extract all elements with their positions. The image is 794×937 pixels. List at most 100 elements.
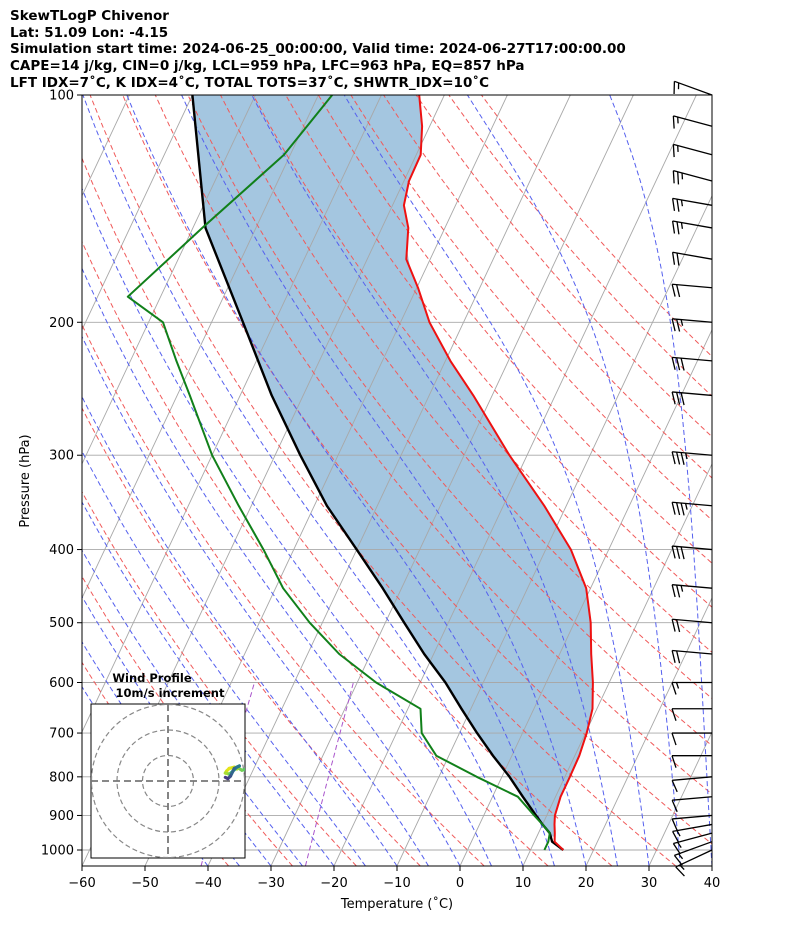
dry-adiabat-line <box>82 240 549 866</box>
wind-barb-half-flag <box>680 199 684 207</box>
wind-barb-flag <box>671 799 678 813</box>
x-tick-label: −60 <box>68 876 95 891</box>
wind-barb-staff <box>673 143 713 156</box>
wind-barb <box>671 814 713 831</box>
wind-barb-flag <box>676 584 681 598</box>
x-tick-label: −50 <box>131 876 158 891</box>
wind-barb <box>672 170 713 185</box>
wind-barb <box>671 545 713 560</box>
x-tick-label: −10 <box>383 876 410 891</box>
wind-barb-staff <box>672 618 713 624</box>
wind-barb-flag <box>671 502 676 515</box>
chart-header: SkewTLogP Chivenor Lat: 51.09 Lon: -4.15… <box>10 8 626 92</box>
wind-barb-half-flag <box>675 682 680 689</box>
mixing-ratio-line <box>304 682 354 866</box>
x-tick-label: −30 <box>257 876 284 891</box>
wind-barb-flag <box>672 144 675 158</box>
wind-barb <box>672 823 713 843</box>
moist-adiabat-line <box>181 95 587 866</box>
wind-barb-staff <box>672 197 713 206</box>
cape-shading <box>192 95 593 837</box>
wind-barb-flag <box>671 584 676 598</box>
wind-barb <box>672 115 713 129</box>
wind-barb-flag <box>680 502 685 516</box>
moist-adiabat-line <box>82 395 398 866</box>
wind-barb <box>672 832 713 855</box>
dry-adiabat-line <box>82 323 485 866</box>
moist-adiabat-line <box>82 187 492 866</box>
wind-barb <box>671 220 713 235</box>
isotherm-line <box>333 95 697 866</box>
wind-barb-flag <box>671 391 676 405</box>
moist-adiabat-line <box>82 267 461 866</box>
hodograph-inset: Wind Profile 10m/s increment <box>90 671 246 859</box>
stability-indices-line: CAPE=14 j/kg, CIN=0 j/kg, LCL=959 hPa, L… <box>10 58 525 75</box>
wind-barb-flag <box>672 843 681 855</box>
wind-barb <box>671 451 713 465</box>
dry-adiabat-line <box>82 575 293 866</box>
moist-adiabat-line <box>82 450 366 866</box>
hodograph-trace-segment <box>223 775 230 781</box>
wind-barb <box>671 755 712 768</box>
wind-barb-staff <box>672 391 713 397</box>
wind-barb-staff <box>674 841 713 856</box>
wind-barb-half-flag <box>676 830 681 837</box>
wind-barb-flag <box>676 451 681 465</box>
wind-barb-flag <box>676 650 681 664</box>
hodograph-trace-segment <box>244 767 245 771</box>
dry-adiabat-line <box>82 490 357 866</box>
wind-barb-half-flag <box>680 319 684 326</box>
wind-barb-staff <box>672 318 713 323</box>
wind-barb-flag <box>671 650 676 663</box>
wind-barb-flag <box>671 619 676 632</box>
isotherm-line <box>0 95 3 866</box>
wind-barb-flag <box>671 708 677 721</box>
wind-barb-staff <box>672 356 713 362</box>
chart-title: SkewTLogP Chivenor <box>10 8 169 24</box>
wind-barb-staff <box>674 80 713 96</box>
moist-adiabat-line <box>82 335 429 866</box>
wind-barb <box>671 618 713 633</box>
wind-barb <box>672 143 713 158</box>
y-tick-label: 600 <box>49 676 74 691</box>
x-tick-label: 40 <box>704 876 721 891</box>
y-axis-ticks: 100 200 300 400 500 600 700 800 900 1000 <box>41 89 82 859</box>
y-axis-label: Pressure (hPa) <box>18 434 33 527</box>
wind-barb-staff <box>673 832 713 845</box>
sounding-profiles <box>126 95 594 851</box>
wind-barb <box>671 708 712 721</box>
wind-barb-flag <box>680 452 685 465</box>
x-tick-label: 30 <box>641 876 658 891</box>
wind-barb-staff <box>672 649 713 655</box>
wind-barb <box>671 391 713 406</box>
wind-barb-half-flag <box>684 452 688 460</box>
wind-barb-flag <box>672 115 675 129</box>
dewpoint-line <box>126 95 551 851</box>
wind-barb-staff <box>672 251 713 260</box>
y-tick-label: 700 <box>49 727 74 742</box>
wind-barb <box>671 584 713 598</box>
moist-adiabat-line <box>251 95 618 866</box>
dry-adiabat-line <box>154 95 712 795</box>
x-tick-label: −40 <box>194 876 221 891</box>
wind-barb-flag <box>671 318 676 332</box>
wind-barb-flag <box>676 357 681 371</box>
moist-adiabat-line <box>82 95 524 866</box>
dry-adiabat-line <box>383 95 712 479</box>
wind-barb <box>671 649 713 664</box>
wind-barb-staff <box>672 814 713 820</box>
moist-adiabat-line <box>343 95 650 866</box>
wind-barb <box>671 197 713 212</box>
wind-barb <box>673 80 713 96</box>
wind-barb-flag <box>671 755 677 768</box>
isotherm-line <box>82 95 382 734</box>
wind-barb <box>673 841 713 866</box>
y-tick-label: 800 <box>49 770 74 785</box>
wind-barb-staff <box>672 584 713 589</box>
wind-barb-flag <box>680 358 685 371</box>
x-tick-label: 10 <box>515 876 532 891</box>
hodograph-ring <box>91 704 245 858</box>
wind-barb-flag <box>671 780 678 793</box>
wind-barb-half-flag <box>678 853 684 860</box>
